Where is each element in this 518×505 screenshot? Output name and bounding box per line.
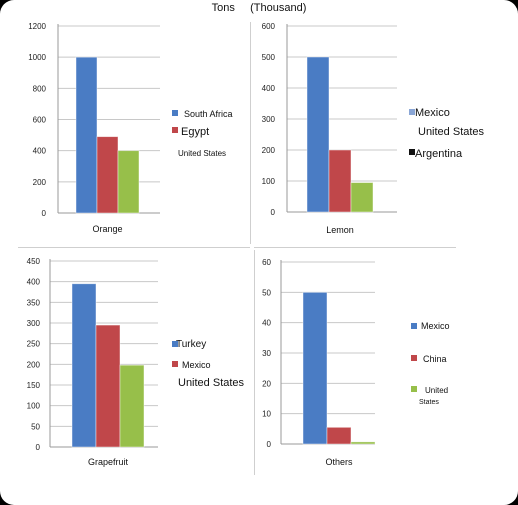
lemon-bar-mexico xyxy=(306,56,330,213)
grapefruit-tick-label: 200 xyxy=(27,360,41,369)
others-legend-1-marker xyxy=(411,323,417,329)
grapefruit-tick-label: 150 xyxy=(27,381,41,390)
grapefruit-bar-united-states xyxy=(119,364,145,448)
orange-tick-label: 400 xyxy=(33,147,47,156)
others-legend-2-label: China xyxy=(423,354,447,364)
grapefruit-bar-mexico xyxy=(95,324,121,448)
grapefruit-legend-1-label: Turkey xyxy=(176,339,206,350)
lemon-legend-2-label: United States xyxy=(418,126,485,138)
others-tick-label: 20 xyxy=(262,379,271,388)
grapefruit-bar-turkey xyxy=(71,283,97,448)
others-legend-3-label-line2: States xyxy=(419,399,439,406)
lemon-legend-1-marker xyxy=(409,109,415,115)
others-tick-label: 0 xyxy=(267,440,272,449)
lemon-tick-label: 400 xyxy=(262,84,276,93)
lemon-bar-united-states xyxy=(328,149,352,213)
chart-title: Tons (Thousand) xyxy=(211,2,307,14)
orange-tick-label: 600 xyxy=(33,116,47,125)
lemon-tick-label: 300 xyxy=(262,115,276,124)
orange-legend-2-label: Egypt xyxy=(181,126,209,138)
others-bar-china xyxy=(326,426,352,445)
grapefruit-tick-label: 400 xyxy=(27,278,41,287)
others-tick-label: 50 xyxy=(262,288,271,297)
others-bar-mexico xyxy=(302,291,328,445)
grapefruit-tick-label: 350 xyxy=(27,298,41,307)
others-legend-3-label: United xyxy=(425,386,448,395)
others-legend-1-label: Mexico xyxy=(421,321,450,331)
others-tick-label: 30 xyxy=(262,349,271,358)
grapefruit-tick-label: 100 xyxy=(27,402,41,411)
lemon-tick-label: 200 xyxy=(262,146,276,155)
others-legend-3-marker xyxy=(411,386,417,392)
lemon-category-label: Lemon xyxy=(326,225,354,235)
orange-legend-3-label: United States xyxy=(178,149,226,158)
orange-tick-label: 1200 xyxy=(28,22,46,31)
orange-tick-label: 1000 xyxy=(28,53,46,62)
panel-divider-vertical-bottom xyxy=(254,250,255,475)
orange-bar-egypt xyxy=(96,136,119,214)
grapefruit-tick-label: 0 xyxy=(36,443,41,452)
others-bar-united-states xyxy=(350,441,376,445)
lemon-bar-argentina xyxy=(350,182,374,213)
panel-divider-vertical-top xyxy=(250,22,251,244)
lemon-legend-3-label: Argentina xyxy=(415,148,463,160)
panel-divider-horizontal-right xyxy=(254,247,456,248)
grapefruit-tick-label: 450 xyxy=(27,257,41,266)
lemon-legend-3-marker xyxy=(409,149,415,155)
lemon-tick-label: 600 xyxy=(262,22,276,31)
orange-tick-label: 800 xyxy=(33,84,47,93)
grapefruit-legend-2-marker xyxy=(172,361,178,367)
grapefruit-tick-label: 50 xyxy=(31,422,40,431)
lemon-legend-1-label: Mexico xyxy=(415,107,450,119)
others-tick-label: 10 xyxy=(262,410,271,419)
chart-lemon: 0 100 200 300 400 500 600 Lemon Mexico United Sta… xyxy=(262,22,485,235)
orange-bar-south-africa xyxy=(75,56,98,214)
panel-divider-horizontal-left xyxy=(18,247,250,248)
others-tick-label: 60 xyxy=(262,258,271,267)
orange-tick-label: 0 xyxy=(42,209,47,218)
others-legend-2-marker xyxy=(411,355,417,361)
lemon-tick-label: 0 xyxy=(271,208,276,217)
others-tick-label: 40 xyxy=(262,319,271,328)
orange-category-label: Orange xyxy=(92,224,122,234)
grapefruit-tick-label: 250 xyxy=(27,340,41,349)
orange-legend-1-label: South Africa xyxy=(184,109,233,119)
grapefruit-legend-1-marker xyxy=(172,341,178,347)
grapefruit-legend-3-label: United States xyxy=(178,377,245,389)
grapefruit-legend-2-label: Mexico xyxy=(182,360,211,370)
others-category-label: Others xyxy=(325,457,353,467)
lemon-tick-label: 100 xyxy=(262,177,276,186)
grapefruit-category-label: Grapefruit xyxy=(88,457,129,467)
orange-legend-2-marker xyxy=(172,127,178,133)
lemon-tick-label: 500 xyxy=(262,53,276,62)
grapefruit-tick-label: 300 xyxy=(27,319,41,328)
orange-tick-label: 200 xyxy=(33,178,47,187)
chart-orange: 0 200 400 600 800 1000 1200 Orange South Africa E… xyxy=(28,22,233,234)
orange-bar-united-states xyxy=(117,150,140,214)
chart-grapefruit: 0 50 100 150 200 250 300 350 400 450 Grapefruit Tur… xyxy=(27,257,245,467)
orange-legend-1-marker xyxy=(172,110,178,116)
chart-others: 0 10 20 30 40 50 60 Others Mexico China United Stat… xyxy=(262,258,450,467)
